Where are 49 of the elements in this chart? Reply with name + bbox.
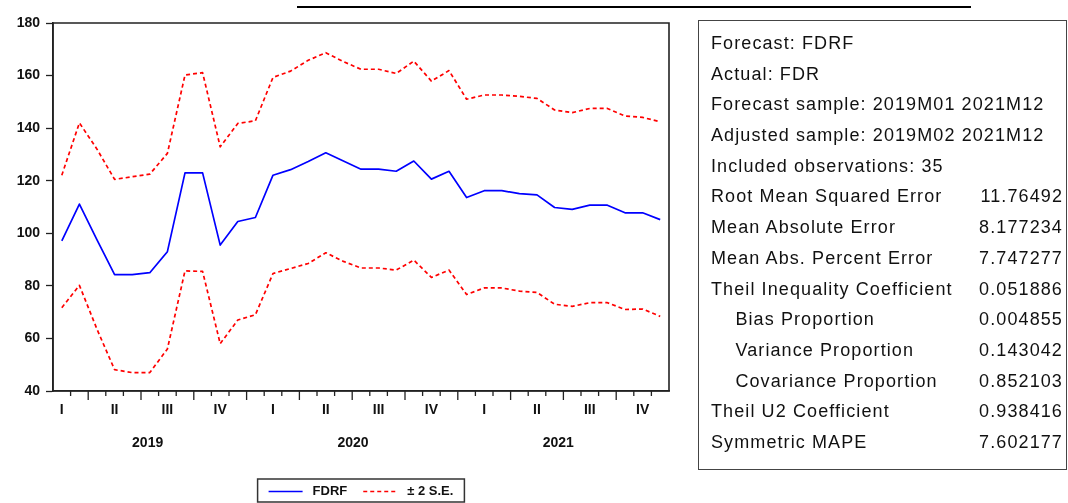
legend-label: FDRF (312, 483, 348, 499)
y-tick-label: 60 (24, 329, 41, 346)
y-tick-label: 120 (16, 171, 41, 188)
text: Included observations: 35 (711, 154, 944, 178)
x-tick-label: I (271, 401, 275, 418)
data-label: 0.143042 (979, 338, 1063, 362)
data-label: 11.76492 (980, 185, 1063, 209)
y-tick-label: 40 (24, 381, 41, 398)
data-label: 0.051886 (979, 277, 1063, 301)
data-label: 7.602177 (979, 430, 1063, 454)
x-tick-label: IV (635, 401, 650, 418)
category-label: Theil Inequality Coefficient (711, 277, 953, 301)
category-label: Root Mean Squared Error (711, 185, 943, 209)
y-tick-label: 140 (16, 119, 41, 135)
category-label: Mean Abs. Percent Error (711, 246, 934, 270)
x-tick-label: IV (424, 401, 439, 418)
category-label: Bias Proportion (734, 308, 875, 332)
data-label: 7.747277 (979, 246, 1063, 270)
x-tick-label: II (533, 401, 541, 418)
x-tick-label: III (583, 401, 596, 418)
text: Forecast sample: 2019M01 2021M12 (711, 93, 1045, 117)
x-tick-label: II (110, 401, 119, 418)
category-label: Covariance Proportion (734, 369, 938, 393)
x-tick-label: III (161, 401, 174, 418)
x-tick-label: IV (213, 401, 228, 418)
y-tick-label: 80 (24, 276, 41, 293)
data-label: 0.938416 (979, 400, 1063, 424)
y-tick-label: 180 (16, 13, 41, 30)
data-label: 8.177234 (979, 216, 1063, 240)
text: Actual: FDR (711, 62, 821, 86)
text: 2020 (337, 433, 369, 450)
data-label: 0.852103 (979, 369, 1063, 393)
text: Forecast: FDRF (711, 32, 855, 55)
text: 2019 (132, 433, 164, 450)
x-tick-label: III (372, 401, 385, 418)
legend-label: ± 2 S.E. (407, 483, 454, 499)
category-label: Theil U2 Coefficient (711, 400, 890, 424)
x-tick-label: I (59, 401, 64, 418)
category-label: Symmetric MAPE (711, 430, 868, 454)
x-tick-label: I (482, 401, 487, 418)
category-label: Mean Absolute Error (711, 216, 896, 240)
category-label: Variance Proportion (734, 338, 915, 362)
y-tick-label: 160 (16, 66, 41, 83)
x-tick-label: II (321, 401, 330, 418)
data-label: 0.004855 (979, 308, 1063, 332)
text: 2021 (542, 433, 575, 450)
text: Adjusted sample: 2019M02 2021M12 (711, 124, 1045, 148)
line-series (60, 251, 662, 374)
y-tick-label: 100 (16, 224, 41, 241)
